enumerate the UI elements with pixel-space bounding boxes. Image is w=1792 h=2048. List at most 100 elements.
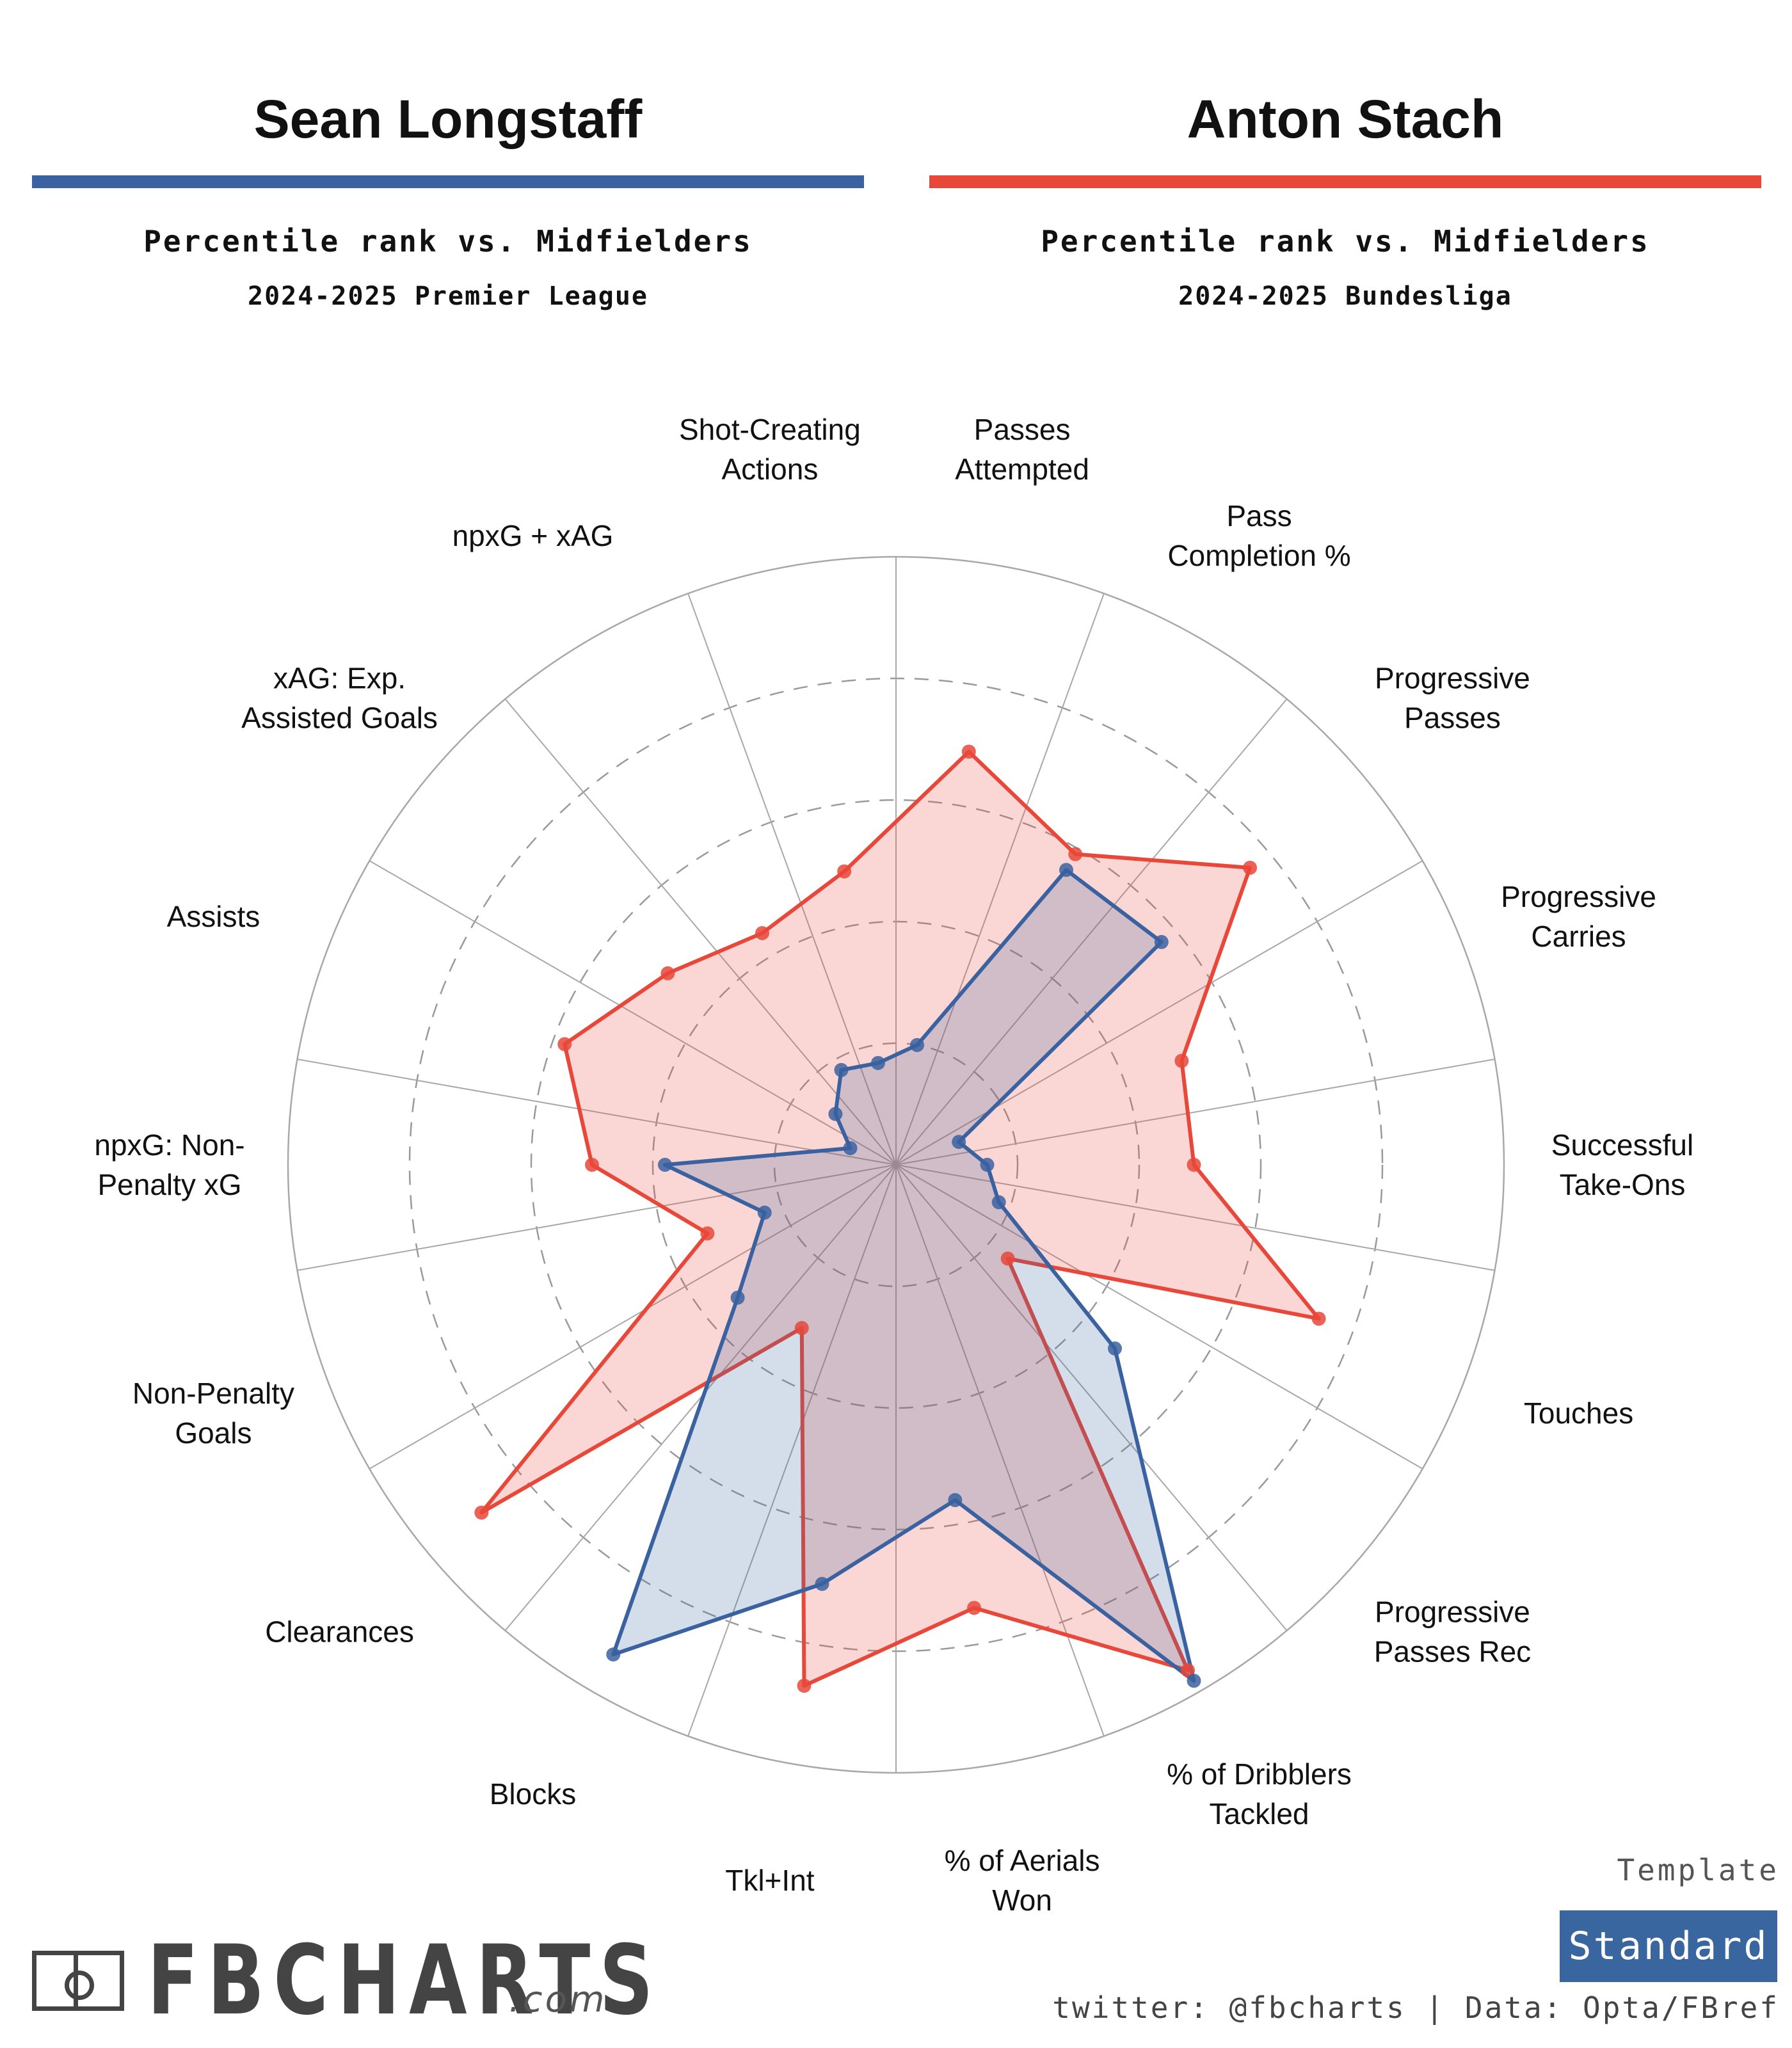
- data-point-right-player: [1187, 1158, 1201, 1172]
- axis-label-line: Passes: [1404, 701, 1501, 734]
- axis-label-line: Attempted: [955, 452, 1089, 486]
- radar-sector-line: [369, 1164, 897, 1469]
- logo-text: FBCHARTS: [147, 1925, 662, 2036]
- axis-label-line: Goals: [175, 1416, 252, 1450]
- data-point-right-player: [1181, 1663, 1195, 1677]
- data-point-left-player: [815, 1576, 829, 1591]
- data-point-left-player: [843, 1141, 858, 1156]
- data-point-right-player: [961, 744, 976, 759]
- data-point-right-player: [967, 1601, 982, 1615]
- axis-label: % of Aerials Won: [945, 1844, 1100, 1917]
- data-point-left-player: [980, 1158, 995, 1172]
- data-point-right-player: [557, 1037, 572, 1052]
- radar-sector-line: [369, 860, 897, 1165]
- data-point-right-player: [1068, 847, 1083, 861]
- axis-label-line: % of Aerials: [945, 1844, 1100, 1877]
- data-point-left-player: [730, 1290, 745, 1305]
- radar-sector-line: [895, 1164, 1105, 1737]
- data-point-right-player: [474, 1505, 489, 1520]
- axis-label: Successful Take-Ons: [1551, 1128, 1693, 1201]
- axis-label-line: Tkl+Int: [725, 1864, 815, 1897]
- axis-label-line: Tackled: [1210, 1797, 1309, 1830]
- data-point-right-player: [794, 1321, 809, 1336]
- data-point-left-player: [870, 1055, 885, 1070]
- data-point-left-player: [1108, 1341, 1123, 1356]
- axis-label: Blocks: [490, 1777, 576, 1811]
- player-name-left: Sean Longstaff: [253, 89, 643, 149]
- axis-label-line: Actions: [721, 452, 818, 486]
- data-point-right-player: [837, 864, 852, 879]
- axis-label-line: Assisted Goals: [241, 701, 438, 734]
- data-point-right-player: [585, 1158, 599, 1172]
- credits-text: twitter: @fbcharts | Data: Opta/FBref: [1052, 1990, 1779, 2025]
- data-point-left-player: [1154, 934, 1169, 949]
- data-point-right-player: [660, 966, 675, 980]
- axis-label: Progressive Passes Rec: [1374, 1596, 1531, 1668]
- radar-sector-line: [895, 698, 1288, 1165]
- axis-label-line: Progressive: [1375, 661, 1530, 694]
- player-color-bar-left: [32, 175, 864, 188]
- radar-sector-line: [687, 593, 897, 1165]
- axis-label-line: Successful: [1551, 1128, 1693, 1162]
- subtitle-right: Percentile rank vs. Midfielders: [1041, 224, 1650, 259]
- radar-sector-line: [297, 1059, 897, 1165]
- template-badge: Standard: [1560, 1910, 1777, 1982]
- axis-label: Shot-Creating Actions: [679, 413, 861, 486]
- data-point-right-player: [1174, 1053, 1189, 1068]
- axis-label-line: Clearances: [265, 1615, 414, 1649]
- axis-label-line: Penalty xG: [98, 1168, 242, 1201]
- radar-sector-line: [504, 698, 897, 1165]
- axis-label-line: Won: [992, 1884, 1052, 1917]
- axis-label-line: Passes: [974, 413, 1071, 446]
- radar-sector-line: [895, 1059, 1495, 1165]
- radar-sector-line: [895, 1164, 1495, 1271]
- radar-sector-line: [895, 1164, 1423, 1469]
- axis-label: Clearances: [265, 1615, 414, 1649]
- radar-sector-line: [895, 593, 1105, 1165]
- axis-label-line: Shot-Creating: [679, 413, 861, 446]
- data-point-right-player: [1243, 860, 1258, 875]
- radar-sector-line: [297, 1164, 897, 1271]
- axis-label: Touches: [1524, 1396, 1633, 1430]
- axis-label-line: Touches: [1524, 1396, 1633, 1430]
- axis-label: Passes Attempted: [955, 413, 1089, 486]
- data-point-right-player: [1000, 1251, 1015, 1266]
- data-point-left-player: [1059, 863, 1073, 877]
- axis-label-line: Completion %: [1167, 539, 1350, 572]
- data-point-left-player: [606, 1647, 621, 1662]
- radar-sector-line: [895, 1164, 1288, 1631]
- axis-label-line: npxG + xAG: [452, 519, 614, 552]
- season-left: 2024-2025 Premier League: [248, 282, 648, 311]
- player-color-bar-right: [929, 175, 1761, 188]
- axis-label-line: xAG: Exp.: [273, 661, 406, 694]
- data-point-right-player: [1311, 1311, 1326, 1326]
- axis-label: npxG + xAG: [452, 519, 614, 552]
- fbcharts-logo: FBCHARTS .com: [32, 1933, 653, 2029]
- subtitle-left: Percentile rank vs. Midfielders: [143, 224, 753, 259]
- radar-sector-line: [895, 860, 1423, 1165]
- axis-label: Progressive Passes: [1375, 661, 1530, 734]
- axis-label-line: Blocks: [490, 1777, 576, 1811]
- radar-sector-line: [687, 1164, 897, 1737]
- axis-label: Pass Completion %: [1167, 499, 1350, 572]
- axis-label: % of Dribblers Tackled: [1167, 1757, 1352, 1830]
- data-point-right-player: [700, 1226, 715, 1241]
- axis-label: Tkl+Int: [725, 1864, 815, 1897]
- axis-label-line: Take-Ons: [1560, 1168, 1686, 1201]
- axis-label: Progressive Carries: [1501, 880, 1656, 953]
- data-point-left-player: [948, 1492, 963, 1507]
- radar-sector-line: [504, 1164, 897, 1631]
- axis-label-line: % of Dribblers: [1167, 1757, 1352, 1791]
- axis-label-line: Passes Rec: [1374, 1635, 1531, 1668]
- pitch-icon: [32, 1951, 124, 2011]
- data-point-right-player: [797, 1678, 812, 1693]
- data-point-left-player: [757, 1205, 772, 1220]
- data-point-left-player: [909, 1037, 924, 1052]
- axis-label: Assists: [167, 900, 260, 933]
- data-point-left-player: [1187, 1674, 1201, 1688]
- data-point-left-player: [828, 1107, 843, 1121]
- axis-label-line: Non-Penalty: [132, 1377, 294, 1410]
- data-point-left-player: [991, 1195, 1006, 1210]
- axis-label-line: Progressive: [1501, 880, 1656, 913]
